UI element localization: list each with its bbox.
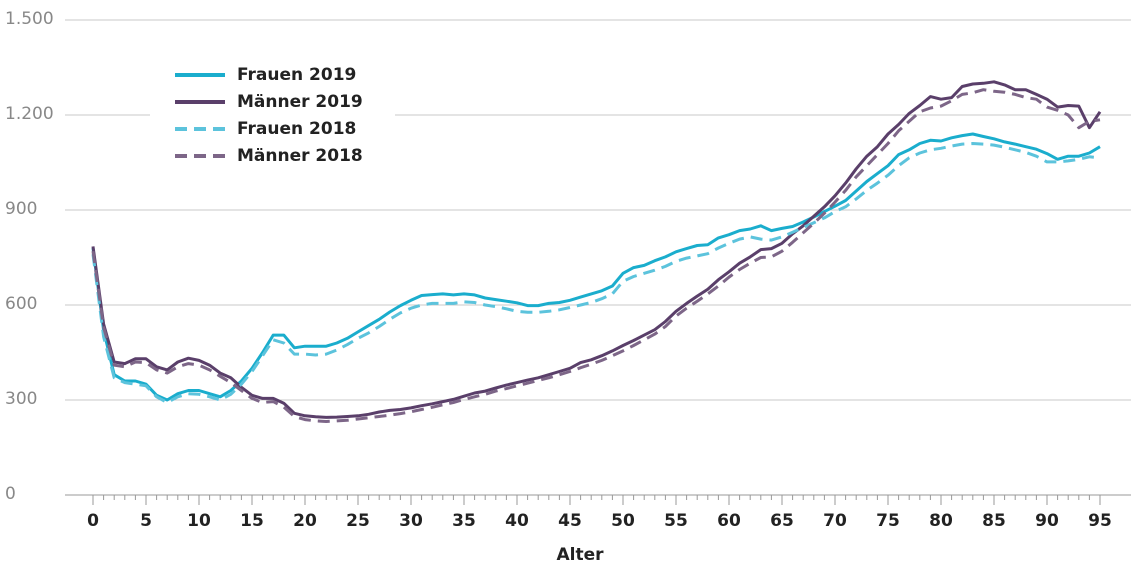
legend-background	[150, 58, 395, 173]
x-tick-label: 0	[87, 511, 99, 531]
x-tick-label: 10	[187, 511, 211, 531]
series-line	[91, 132, 1101, 402]
x-tick-label: 45	[558, 511, 582, 531]
y-tick-label: 0	[5, 484, 16, 504]
x-tick-label: 60	[717, 511, 741, 531]
x-tick-label: 15	[240, 511, 264, 531]
legend-label: Männer 2018	[237, 146, 363, 166]
x-tick-label: 70	[823, 511, 847, 531]
x-tick-label: 40	[505, 511, 529, 531]
x-tick-label: 75	[876, 511, 900, 531]
x-tick-label: 95	[1088, 511, 1112, 531]
series-line	[91, 80, 1102, 419]
x-tick-label: 35	[452, 511, 476, 531]
x-tick-label: 50	[611, 511, 635, 531]
x-tick-label: 80	[929, 511, 953, 531]
y-tick-label: 1.500	[5, 9, 54, 29]
x-tick-label: 20	[293, 511, 317, 531]
x-tick-label: 65	[770, 511, 794, 531]
legend-label: Frauen 2018	[237, 119, 356, 139]
x-tick-label: 5	[140, 511, 152, 531]
y-tick-label: 900	[5, 199, 37, 219]
y-tick-label: 300	[5, 389, 37, 409]
x-tick-label: 30	[399, 511, 423, 531]
x-axis-label: Alter	[556, 545, 604, 565]
legend-label: Frauen 2019	[237, 65, 356, 85]
legend-label: Männer 2019	[237, 92, 363, 112]
x-tick-label: 90	[1035, 511, 1059, 531]
y-tick-label: 600	[5, 294, 37, 314]
x-tick-label: 25	[346, 511, 370, 531]
series-line	[91, 88, 1101, 423]
series-line	[91, 142, 1101, 404]
y-tick-label: 1.200	[5, 104, 54, 124]
x-tick-label: 55	[664, 511, 688, 531]
legend: Frauen 2019 Männer 2019 Frauen 2018 Männer …	[150, 58, 395, 173]
x-tick-label: 85	[982, 511, 1006, 531]
